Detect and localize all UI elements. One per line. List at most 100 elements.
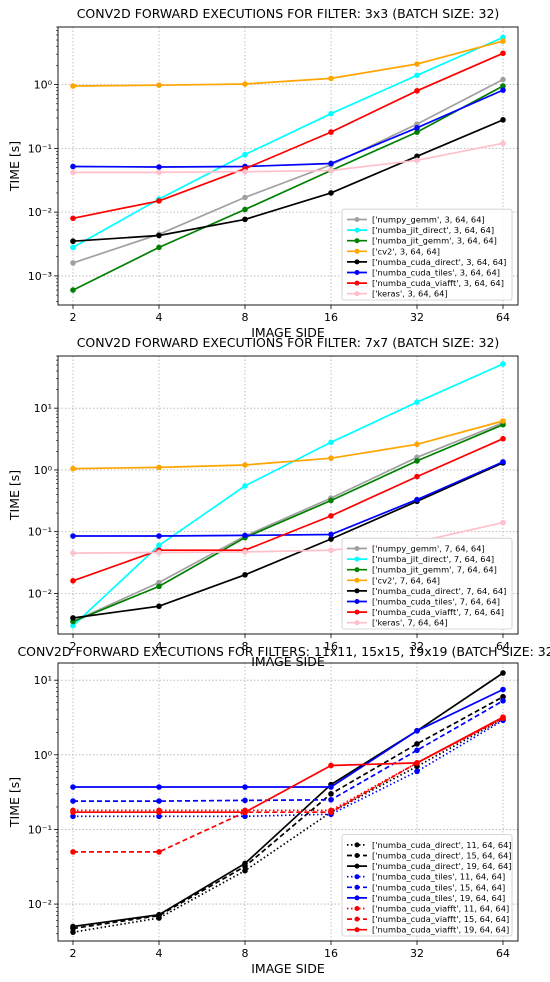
series-line-3 bbox=[72, 672, 504, 928]
legend-marker-4 bbox=[354, 874, 360, 880]
legend-label-6: ['numba_cuda_tiles', 19, 64, 64] bbox=[372, 893, 505, 903]
legend: ['numpy_gemm', 7, 64, 64]['numba_jit_dir… bbox=[341, 537, 513, 630]
series-point-8 bbox=[500, 519, 506, 526]
y-tick-label: 10⁻¹ bbox=[28, 823, 52, 836]
legend-marker-8 bbox=[354, 291, 360, 297]
series-point-7 bbox=[156, 198, 162, 204]
legend-marker-7 bbox=[354, 280, 360, 286]
series-point-6 bbox=[414, 496, 420, 503]
series-line-2 bbox=[72, 363, 504, 627]
series-line-5 bbox=[72, 119, 504, 243]
series-line-6 bbox=[73, 688, 504, 788]
y-tick-label: 10⁰ bbox=[34, 79, 53, 92]
series-point-5 bbox=[328, 796, 334, 803]
series-point-6 bbox=[500, 686, 506, 693]
legend-label-4: ['cv2', 3, 64, 64] bbox=[372, 246, 440, 256]
series-point-8 bbox=[242, 168, 248, 175]
x-tick-label: 32 bbox=[410, 311, 424, 324]
series-point-8 bbox=[70, 169, 76, 176]
series-point-5 bbox=[414, 153, 420, 160]
series-point-3 bbox=[156, 244, 162, 251]
legend-label-2: ['numba_jit_direct', 3, 64, 64] bbox=[372, 225, 494, 235]
series-point-8 bbox=[70, 550, 76, 556]
x-tick-label: 64 bbox=[496, 947, 510, 960]
x-tick-label: 8 bbox=[242, 947, 249, 960]
series-line-3 bbox=[72, 85, 504, 291]
series-point-6 bbox=[328, 784, 334, 790]
series-point-9 bbox=[414, 760, 420, 766]
legend-box bbox=[341, 834, 513, 937]
series-point-3 bbox=[70, 923, 76, 930]
legend-label-3: ['numba_jit_gemm', 3, 64, 64] bbox=[372, 236, 497, 246]
series-point-7 bbox=[414, 87, 420, 94]
legend-label-1: ['numba_cuda_direct', 11, 64, 64] bbox=[372, 840, 512, 850]
series-point-6 bbox=[500, 87, 506, 93]
chart-title: CONV2D FORWARD EXECUTIONS FOR FILTER: 7x… bbox=[77, 335, 500, 350]
series-point-5 bbox=[156, 798, 162, 804]
series-point-4 bbox=[242, 81, 248, 87]
series-point-5 bbox=[70, 238, 76, 245]
series-point-4 bbox=[156, 82, 162, 88]
series-point-2 bbox=[328, 791, 334, 797]
series-point-8 bbox=[328, 547, 334, 554]
series-point-4 bbox=[70, 465, 76, 472]
legend-marker-6 bbox=[354, 895, 360, 901]
legend-marker-2 bbox=[354, 556, 360, 562]
series-point-9 bbox=[242, 809, 248, 816]
series-point-7 bbox=[500, 435, 506, 442]
series-point-3 bbox=[242, 860, 248, 867]
x-axis-label: IMAGE SIDE bbox=[251, 325, 325, 340]
series-point-6 bbox=[328, 160, 334, 167]
series-point-3 bbox=[414, 129, 420, 135]
y-tick-label: 10⁻² bbox=[28, 898, 52, 911]
series-line-3 bbox=[72, 423, 504, 623]
y-tick-label: 10⁻² bbox=[28, 206, 52, 219]
series-point-4 bbox=[156, 464, 162, 471]
series-point-7 bbox=[414, 473, 420, 480]
series-point-4 bbox=[328, 75, 334, 82]
legend-label-9: ['numba_cuda_viafft', 19, 64, 64] bbox=[372, 925, 509, 935]
x-tick-label: 32 bbox=[410, 947, 424, 960]
series-point-6 bbox=[156, 164, 162, 170]
series-point-5 bbox=[414, 747, 420, 754]
series-line-5 bbox=[72, 462, 504, 619]
series-point-1 bbox=[500, 76, 506, 83]
legend-marker-3 bbox=[354, 238, 360, 244]
legend-marker-8 bbox=[354, 916, 360, 922]
series-point-9 bbox=[500, 714, 506, 720]
series-point-8 bbox=[328, 809, 334, 816]
legend-label-8: ['keras', 3, 64, 64] bbox=[372, 289, 448, 299]
series-point-2 bbox=[414, 72, 420, 79]
chart-panel-2: 2 4 8 16 32 64 10⁻² 10⁻¹ 10⁰ 10¹ CONV2D FORWARD EX… bbox=[7, 335, 519, 669]
legend-marker-5 bbox=[354, 588, 360, 594]
chart-title: CONV2D FORWARD EXECUTIONS FOR FILTERS: 1… bbox=[17, 644, 550, 659]
series-point-7 bbox=[328, 513, 334, 519]
series-point-4 bbox=[414, 61, 420, 67]
legend-label-2: ['numba_jit_direct', 7, 64, 64] bbox=[372, 554, 494, 564]
x-tick-label: 64 bbox=[496, 311, 510, 324]
series-point-6 bbox=[328, 531, 334, 538]
legend-label-5: ['numba_cuda_tiles', 15, 64, 64] bbox=[372, 882, 505, 892]
series-point-7 bbox=[70, 577, 76, 584]
y-tick-label: 10⁻¹ bbox=[28, 142, 52, 155]
series-point-6 bbox=[414, 727, 420, 734]
x-tick-label: 4 bbox=[156, 947, 163, 960]
series-point-6 bbox=[70, 533, 76, 539]
y-tick-label: 10⁰ bbox=[34, 749, 53, 762]
legend-box bbox=[341, 208, 513, 301]
x-tick-label: 2 bbox=[70, 311, 77, 324]
plot-frame bbox=[57, 662, 519, 942]
y-tick-label: 10⁻² bbox=[28, 587, 52, 600]
series-point-6 bbox=[500, 459, 506, 465]
plot-frame bbox=[57, 26, 519, 306]
series-line-1 bbox=[72, 718, 504, 934]
y-axis-label: TIME [s] bbox=[7, 470, 22, 521]
series-line-6 bbox=[72, 89, 504, 168]
chart-panel-3: 2 4 8 16 32 64 10⁻² 10⁻¹ 10⁰ 10¹ CONV2D FORWARD EX… bbox=[7, 644, 550, 976]
legend-marker-7 bbox=[354, 906, 360, 911]
series-point-2 bbox=[328, 439, 334, 446]
series-point-4 bbox=[500, 38, 506, 44]
series-point-8 bbox=[414, 157, 420, 164]
series-point-3 bbox=[156, 583, 162, 590]
